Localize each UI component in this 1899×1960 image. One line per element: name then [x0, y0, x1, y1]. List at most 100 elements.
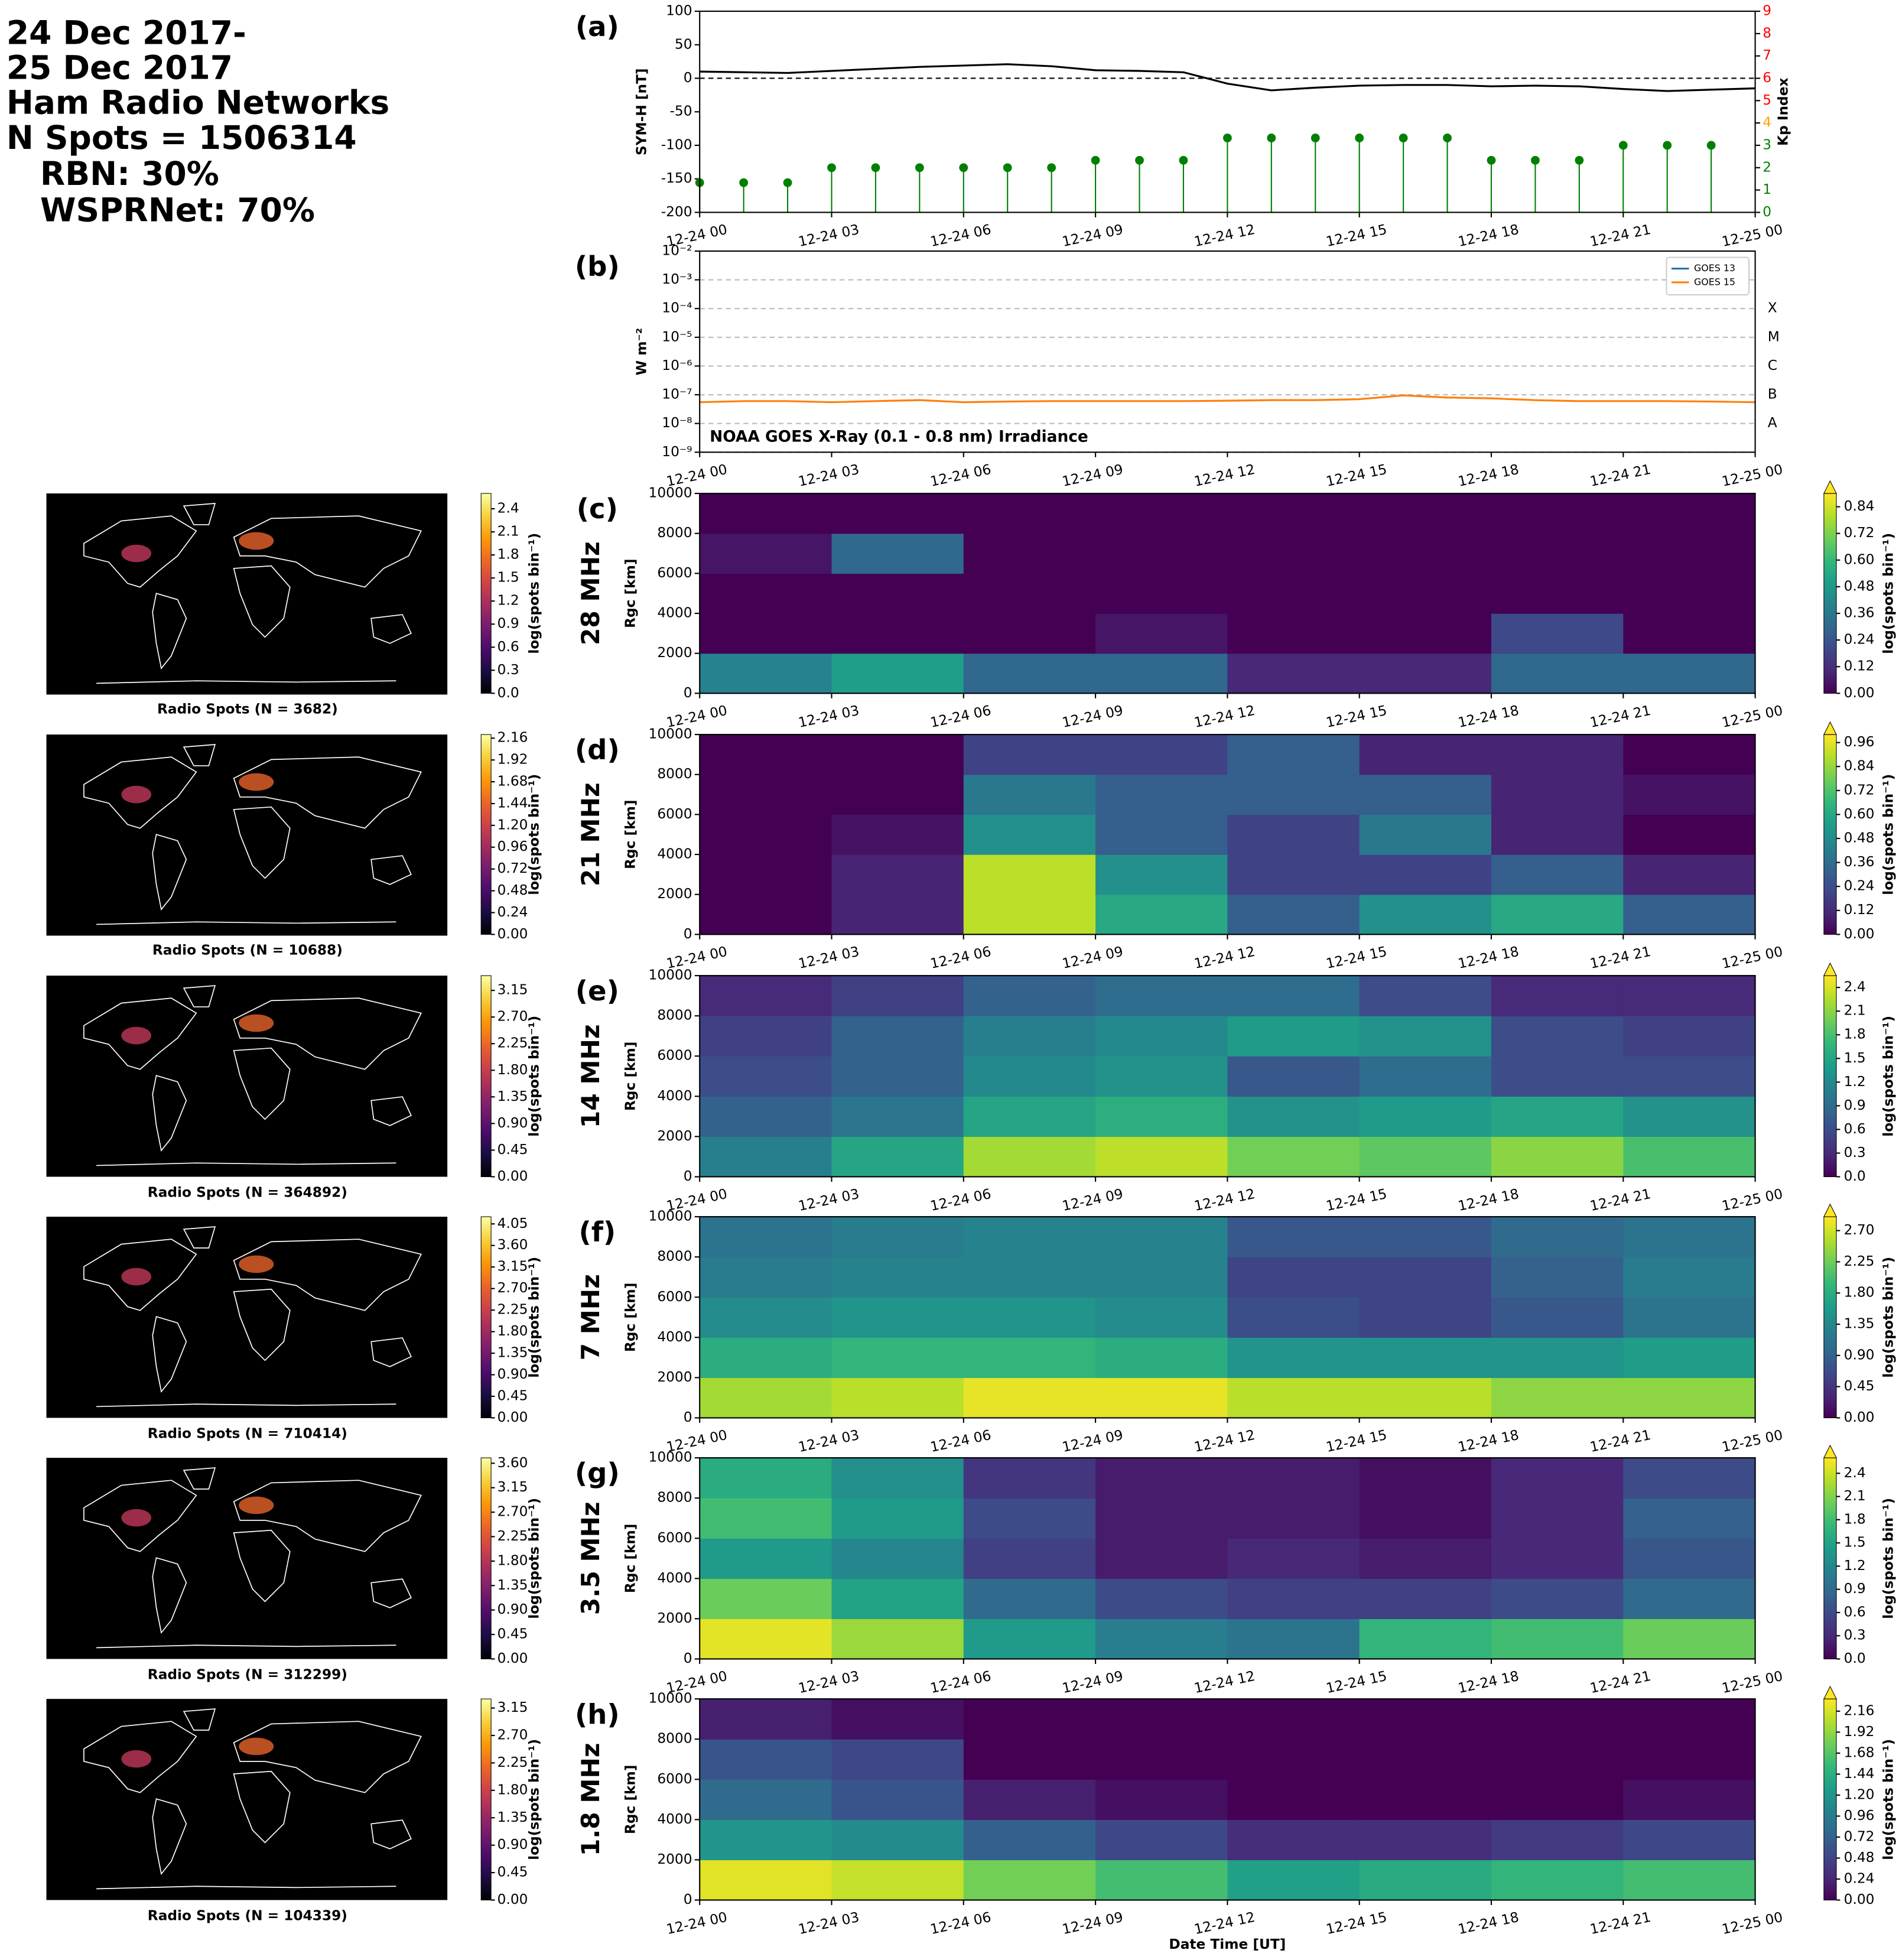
y-tick-label: 10⁻⁹ [662, 444, 692, 460]
heat-cell [963, 1056, 1096, 1097]
heat-cell [1359, 1819, 1492, 1861]
colorbar-tick-label: 3.15 [497, 1259, 528, 1275]
y-tick-label: 10⁻² [662, 242, 692, 258]
heat-cell [1491, 1337, 1624, 1379]
heat-cell [831, 1136, 964, 1178]
colorbar-tick-label: 2.1 [1844, 1488, 1866, 1504]
kp-marker [739, 178, 749, 187]
colorbar-tick-label: 4.05 [497, 1215, 528, 1231]
map-background [46, 976, 448, 1177]
heat-cell [831, 573, 964, 614]
heat-cell [1623, 1860, 1756, 1901]
kp-marker [783, 178, 792, 187]
heat-cell [1095, 533, 1228, 574]
colorbar-tick-label: 3.15 [497, 982, 528, 998]
x-tick-label: 12-24 06 [929, 461, 993, 490]
kp-marker [915, 163, 924, 173]
x-tick-label: 12-24 09 [1061, 944, 1124, 972]
heat-cell [1623, 1217, 1756, 1257]
colorbar-tick-label: 1.5 [1844, 1535, 1866, 1551]
y-tick-label: 2000 [657, 886, 692, 902]
heat-cell [1491, 1096, 1624, 1137]
x-tick-label: 12-24 21 [1589, 461, 1653, 490]
colorbar-tick-label: 0.48 [497, 882, 528, 898]
x-tick-label: 12-24 03 [797, 1186, 861, 1214]
panel-label: (d) [575, 734, 620, 766]
x-tick-label: 12-24 21 [1589, 703, 1653, 731]
heat-cell [831, 493, 964, 534]
header-line: RBN: 30% [40, 155, 219, 193]
heat-cell [1095, 774, 1228, 815]
heat-cell [963, 1578, 1096, 1620]
kp-marker [1399, 134, 1408, 142]
kp-marker [1443, 134, 1452, 142]
heat-cell [1491, 1016, 1624, 1057]
y-axis-label: Rgc [km] [622, 1524, 638, 1593]
y-tick-label: 2000 [657, 1128, 692, 1144]
band-label: 7 MHz [576, 1274, 605, 1360]
colorbar-tick-label: 1.92 [1844, 1724, 1875, 1740]
colorbar-tick-label: 0.00 [497, 1168, 528, 1184]
heat-cell [1095, 1337, 1228, 1379]
x-tick-label: 12-24 18 [1456, 944, 1520, 972]
flare-class: M [1768, 329, 1780, 344]
y-tick-label: 4000 [657, 1329, 692, 1345]
colorbar-label: log(spots bin⁻¹) [1880, 1739, 1896, 1860]
colorbar-tick-label: 0.45 [497, 1626, 528, 1642]
heat-cell [700, 1819, 833, 1861]
heat-cell [1227, 1016, 1360, 1057]
heat-cell [1623, 1739, 1756, 1780]
x-tick-label: 12-24 06 [929, 1668, 993, 1696]
heat-cell [1623, 976, 1756, 1016]
heat-cell [1227, 653, 1360, 694]
heat-cell [963, 1016, 1096, 1057]
kp-marker [1135, 155, 1144, 165]
y-axis-label: Rgc [km] [622, 559, 638, 628]
y-tick-label: -150 [661, 170, 692, 186]
y-tick-label: 10⁻⁸ [662, 415, 692, 431]
colorbar-tick-label: 2.4 [497, 500, 519, 516]
x-tick-label: 12-24 03 [797, 1909, 861, 1938]
colorbar-label: log(spots bin⁻¹) [1880, 533, 1896, 654]
y2-tick-label: 2 [1763, 159, 1771, 175]
heat-cell [1227, 1819, 1360, 1861]
x-tick-label: 12-24 15 [1325, 461, 1389, 490]
y-tick-label: 2000 [657, 645, 692, 661]
band-label: 3.5 MHz [576, 1502, 605, 1616]
colorbar-tick-label: 0.90 [497, 1366, 528, 1382]
y2-tick-label: 8 [1763, 25, 1771, 41]
colorbar-tick-label: 2.25 [1844, 1253, 1875, 1269]
heat-cell [1095, 1538, 1228, 1579]
heat-cell [1359, 573, 1492, 614]
colorbar-tick-label: 0.72 [497, 860, 528, 876]
y-tick-label: 10000 [649, 1449, 692, 1465]
heat-cell [963, 1377, 1096, 1419]
colorbar-tick-label: 1.5 [1844, 1050, 1866, 1066]
y-tick-label: -200 [661, 204, 692, 220]
heat-cell [1227, 1699, 1360, 1740]
heat-cell [1491, 1618, 1624, 1660]
heat-cell [1095, 653, 1228, 694]
y-tick-label: 0 [684, 1650, 692, 1666]
legend-box [1666, 256, 1750, 295]
heat-cell [1227, 814, 1360, 855]
heat-cell [700, 1377, 833, 1419]
colorbar-tick-label: 0.84 [1844, 758, 1875, 774]
y-tick-label: 10⁻⁴ [662, 300, 692, 316]
y-tick-label: 0 [684, 685, 692, 701]
colorbar-tick-label: 1.5 [497, 570, 519, 586]
x-tick-label: 12-24 06 [929, 1427, 993, 1455]
colorbar-tick-label: 0.72 [1844, 1828, 1875, 1844]
heat-cell [700, 1739, 833, 1780]
heat-cell [831, 1538, 964, 1579]
heat-cell [831, 854, 964, 895]
kp-marker [827, 163, 836, 173]
heat-cell [1623, 1779, 1756, 1821]
colorbar-tick-label: 2.16 [1844, 1702, 1875, 1718]
colorbar [480, 1216, 492, 1419]
heat-cell [1491, 1538, 1624, 1579]
colorbar-tick-label: 2.25 [497, 1302, 528, 1318]
heat-cell [963, 533, 1096, 574]
y-tick-label: 10⁻⁶ [662, 357, 692, 373]
